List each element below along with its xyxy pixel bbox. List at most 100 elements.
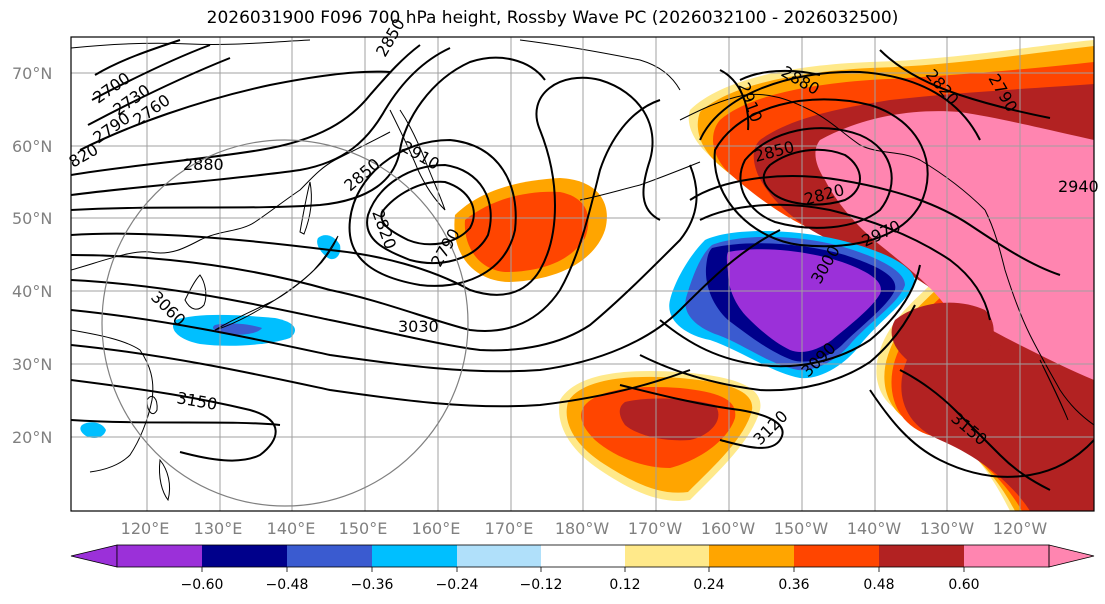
coast-baja (1039, 359, 1069, 421)
contour-label: 2820 (368, 207, 400, 252)
coast-sakhalin (299, 181, 312, 235)
colorbar-tick-label: −0.60 (181, 577, 224, 593)
contour (71, 419, 281, 426)
lon-label: 170°W (628, 519, 683, 538)
lat-label: 20°N (12, 428, 52, 447)
colorbar-tick-label: 0.36 (778, 577, 809, 593)
lon-label: 150°W (774, 519, 829, 538)
colorbar-bin (964, 545, 1049, 567)
coastlines (71, 39, 1094, 502)
colorbar-extend-high (1048, 544, 1095, 568)
colorbar-bin (794, 545, 879, 567)
colorbar-tick-label: −0.48 (266, 577, 309, 593)
lat-label: 40°N (12, 282, 52, 301)
shade-pos-048 (619, 398, 719, 441)
shade-pos-036 (464, 191, 589, 272)
contour (79, 70, 391, 151)
contour (739, 127, 893, 229)
lon-label: 170°E (485, 519, 534, 538)
contour (94, 39, 181, 76)
contour-label: 2940 (1058, 177, 1099, 196)
colorbar-extend-low (70, 544, 118, 568)
coast-taiwan (146, 395, 158, 415)
contour (366, 163, 492, 264)
colorbar-ticks (201, 567, 965, 572)
lon-label: 160°E (412, 519, 461, 538)
contour (899, 369, 1051, 491)
contour (619, 384, 784, 449)
coast-arctic (71, 39, 311, 49)
positive-anomaly-ne-pacific (688, 40, 1094, 511)
colorbar-bin (457, 545, 541, 567)
lat-label: 70°N (12, 64, 52, 83)
projection-circle (101, 139, 469, 507)
coast-china (71, 329, 154, 473)
shade-neg-024 (80, 422, 106, 438)
contour (71, 229, 781, 373)
contour-label: 2880 (183, 155, 224, 174)
positive-anomaly-subtropical (559, 370, 761, 501)
contour (869, 389, 1094, 478)
contour (71, 56, 546, 211)
colorbar-tick-label: −0.36 (351, 577, 394, 593)
contour-label: 3150 (175, 388, 218, 414)
contour-label: 3030 (398, 317, 439, 336)
colorbar-frame (116, 544, 1050, 568)
lon-label: 150°E (339, 519, 388, 538)
contour (879, 49, 1051, 119)
plot-frame (70, 36, 1095, 512)
contour (719, 69, 750, 131)
colorbar-bin (372, 545, 457, 567)
contour (659, 264, 921, 368)
contour (739, 69, 821, 81)
contour (348, 138, 517, 287)
coast-north-america (984, 209, 1094, 426)
colorbar-tick-label: −0.24 (436, 577, 479, 593)
lon-label: 120°W (993, 519, 1048, 538)
lon-label: 180°W (555, 519, 610, 538)
height-contours (71, 39, 1094, 491)
colorbar-tick-label: 0.12 (609, 577, 640, 593)
gridlines (71, 37, 1094, 511)
lon-label: 130°E (194, 519, 243, 538)
colorbar-bin (117, 545, 202, 567)
lon-label: 120°E (121, 519, 170, 538)
colorbar-bin (287, 545, 372, 567)
lat-label: 60°N (12, 137, 52, 156)
contour (689, 175, 1061, 276)
contour-label: 2850 (340, 154, 383, 195)
contour (91, 44, 211, 101)
contour (380, 180, 475, 246)
lon-label: 130°W (920, 519, 975, 538)
shade-pos-060 (815, 111, 1094, 380)
contour (71, 99, 661, 332)
coast-chukotka (519, 39, 681, 91)
colorbar-tick-label: 0.60 (948, 577, 979, 593)
lon-label: 140°W (847, 519, 902, 538)
shade-neg-060 (726, 249, 881, 352)
lat-label: 30°N (12, 355, 52, 374)
contour (71, 47, 451, 196)
colorbar-bin (202, 545, 287, 567)
colorbar-tick-label: 0.48 (863, 577, 894, 593)
contour (762, 148, 861, 206)
colorbar-tick-label: −0.12 (520, 577, 563, 593)
shade-pos-048-inner (891, 302, 994, 373)
positive-anomaly-nw-pacific (454, 178, 607, 282)
contour (639, 304, 916, 392)
map-title: 2026031900 F096 700 hPa height, Rossby W… (206, 8, 899, 28)
colorbar-tick-label: 0.24 (693, 577, 724, 593)
longitude-labels: 120°E 130°E 140°E 150°E 160°E 170°E 180°… (121, 519, 1048, 538)
contour (71, 76, 661, 296)
anomaly-shading (80, 40, 1094, 511)
coast-korea (184, 274, 207, 310)
colorbar: −0.60 −0.48 −0.36 −0.24 −0.12 0.12 0.24 … (70, 544, 1095, 593)
contour (71, 164, 698, 352)
lon-label: 140°E (267, 519, 316, 538)
colorbar-bin (709, 545, 794, 567)
contour (699, 70, 981, 141)
colorbar-bin (879, 545, 964, 567)
contour-label: 2850 (372, 15, 409, 60)
contour (87, 57, 231, 126)
